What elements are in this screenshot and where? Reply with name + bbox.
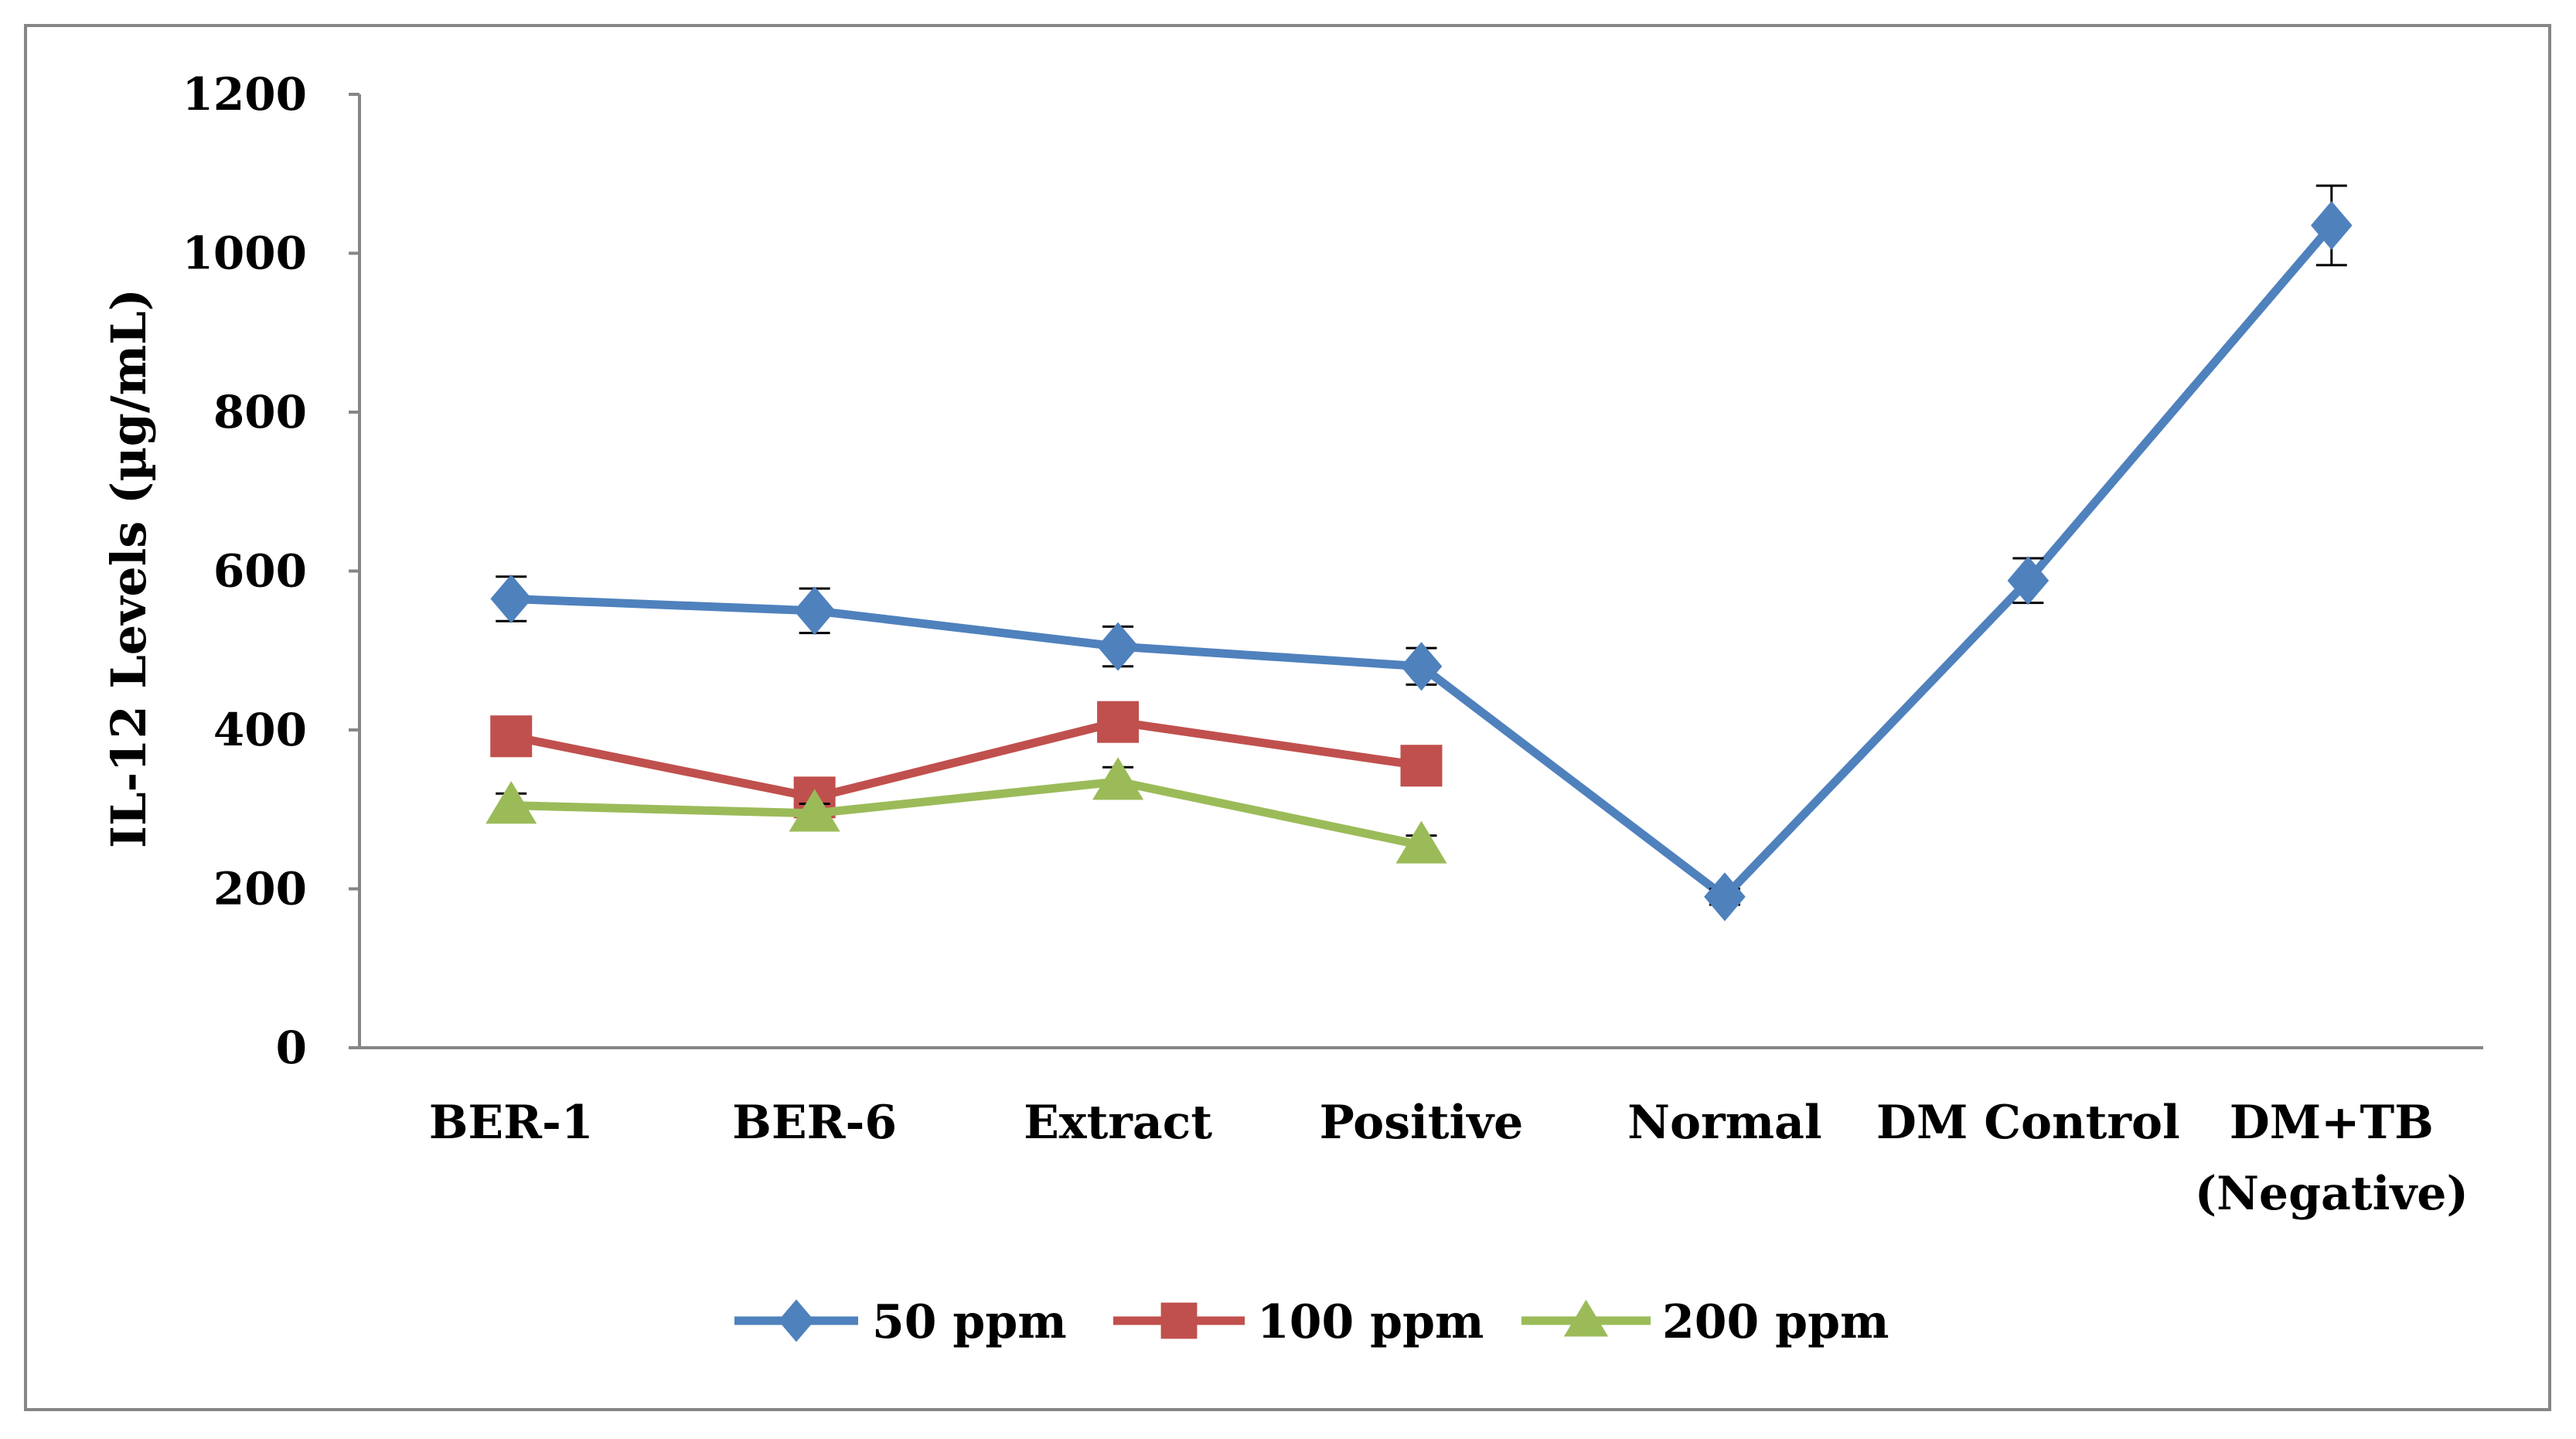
axes: 0 200 400 600 800 1000 1200 BER-1 BER-6 Extract Po…: [182, 68, 2483, 1221]
series-line: [510, 718, 1423, 802]
series-100-ppm: [490, 701, 1443, 819]
legend-label: 50 ppm: [872, 1295, 1067, 1349]
y-tick-label: 600: [213, 545, 307, 598]
triangle-marker: [1563, 1299, 1609, 1337]
square-marker: [1097, 701, 1140, 743]
diamond-marker: [2310, 200, 2353, 251]
y-tick-label: 200: [213, 863, 307, 916]
x-category-label: Positive: [1320, 1096, 1524, 1150]
triangle-marker: [789, 789, 840, 832]
legend: 50 ppm 100 ppm 200 ppm: [734, 1295, 1889, 1349]
chart-border: [24, 24, 2551, 1411]
legend-item: 50 ppm: [734, 1295, 1067, 1349]
square-marker: [490, 715, 533, 758]
x-category-label: DM Control: [1876, 1096, 2180, 1150]
x-category-label: Extract: [1024, 1096, 1212, 1150]
y-axis-title: IL-12 Levels (µg/mL): [101, 288, 157, 848]
y-tick-label: 400: [213, 704, 307, 756]
triangle-marker: [486, 781, 537, 824]
x-category-label: BER-6: [732, 1096, 897, 1150]
triangle-marker: [1395, 820, 1447, 864]
square-marker: [1160, 1302, 1198, 1339]
series-50-ppm: [490, 184, 2353, 922]
series-line: [511, 777, 1423, 850]
legend-label: 100 ppm: [1257, 1295, 1484, 1349]
diamond-marker: [1704, 872, 1746, 922]
diamond-marker: [1097, 622, 1139, 671]
diamond-marker: [778, 1299, 815, 1342]
diamond-marker: [793, 586, 836, 636]
x-category-label: BER-1: [429, 1096, 594, 1150]
x-category-label: DM+TB: [2230, 1096, 2434, 1150]
triangle-marker: [1092, 757, 1144, 800]
y-tick-label: 800: [213, 386, 307, 438]
y-tick-label: 0: [276, 1021, 307, 1074]
x-category-label: Normal: [1627, 1096, 1822, 1150]
y-tick-label: 1200: [182, 68, 307, 121]
square-marker: [1400, 745, 1443, 787]
series-200-ppm: [486, 757, 1447, 864]
x-category-label: (Negative): [2195, 1167, 2469, 1221]
diamond-marker: [1400, 642, 1443, 691]
diamond-marker: [490, 574, 533, 624]
y-tick-label: 1000: [182, 227, 307, 280]
legend-item: 100 ppm: [1113, 1295, 1484, 1349]
diamond-marker: [2007, 556, 2050, 605]
series-layer: [486, 184, 2353, 922]
legend-item: 200 ppm: [1521, 1295, 1889, 1349]
legend-label: 200 ppm: [1662, 1295, 1889, 1349]
